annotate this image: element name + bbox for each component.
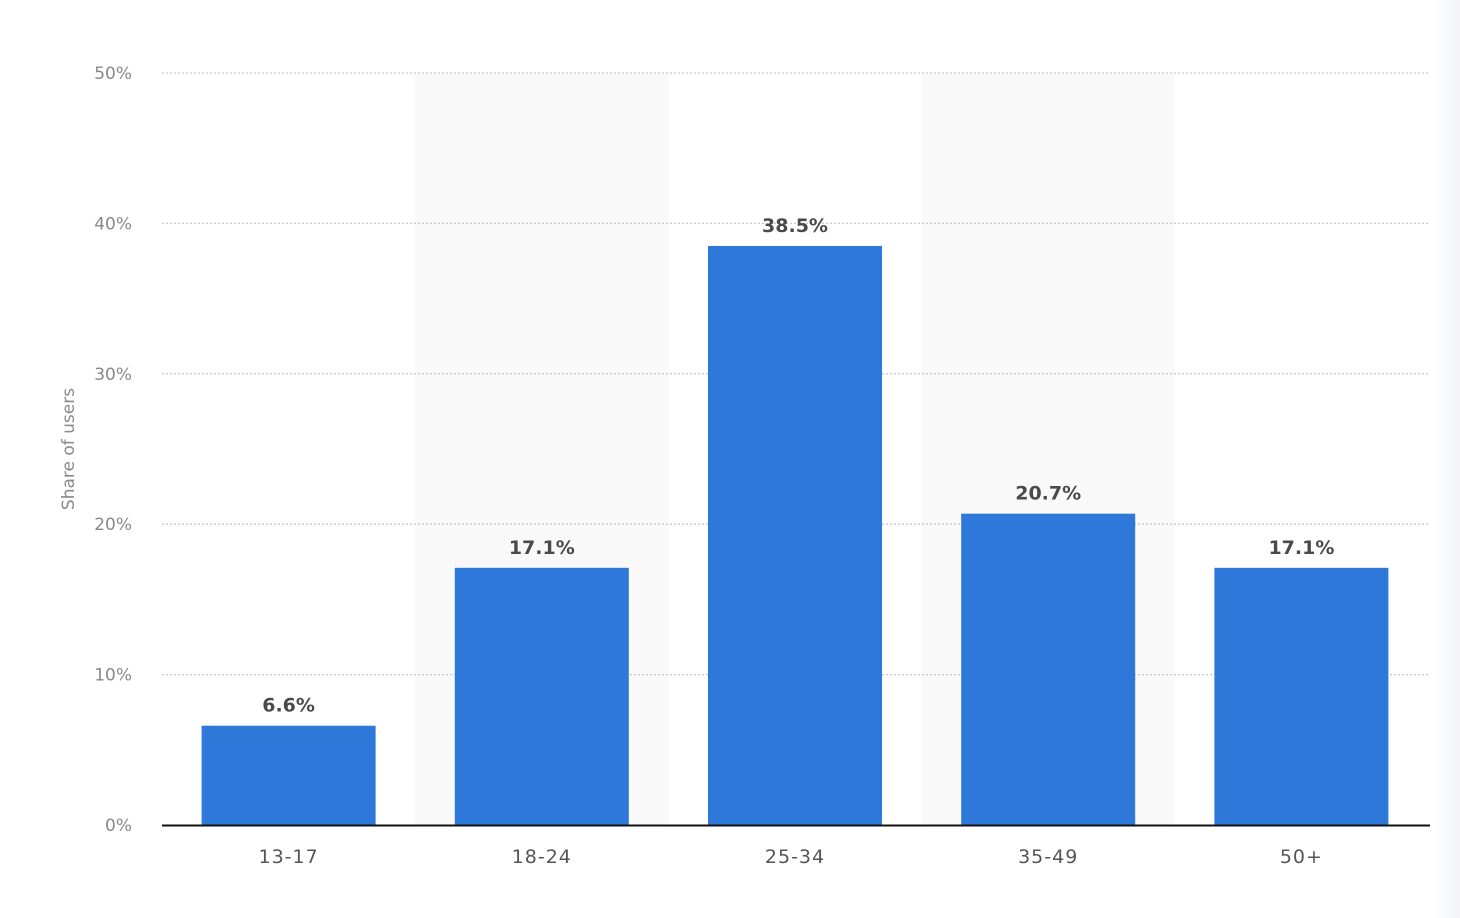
y-tick-label: 40% <box>94 214 132 234</box>
bar <box>454 567 629 825</box>
y-axis-label: Share of users <box>59 388 79 510</box>
bar <box>961 513 1136 825</box>
data-label: 38.5% <box>762 215 828 237</box>
bar <box>708 245 882 825</box>
data-label: 17.1% <box>1268 537 1334 559</box>
y-tick-label: 10% <box>94 666 132 686</box>
data-label: 6.6% <box>262 695 315 717</box>
x-tick-label: 18-24 <box>512 846 572 868</box>
y-tick-label: 20% <box>94 515 132 535</box>
bar <box>1214 567 1389 825</box>
y-tick-label: 50% <box>94 64 132 84</box>
x-tick-label: 13-17 <box>258 846 318 868</box>
data-label: 17.1% <box>509 537 575 559</box>
data-label: 20.7% <box>1015 483 1081 505</box>
scroll-edge-shadow <box>1430 0 1460 918</box>
y-tick-label: 0% <box>105 816 132 836</box>
x-tick-label: 25-34 <box>765 846 825 868</box>
x-tick-label: 35-49 <box>1018 846 1078 868</box>
x-tick-label: 50+ <box>1280 846 1323 868</box>
bar <box>201 725 376 825</box>
y-tick-label: 30% <box>94 365 132 385</box>
